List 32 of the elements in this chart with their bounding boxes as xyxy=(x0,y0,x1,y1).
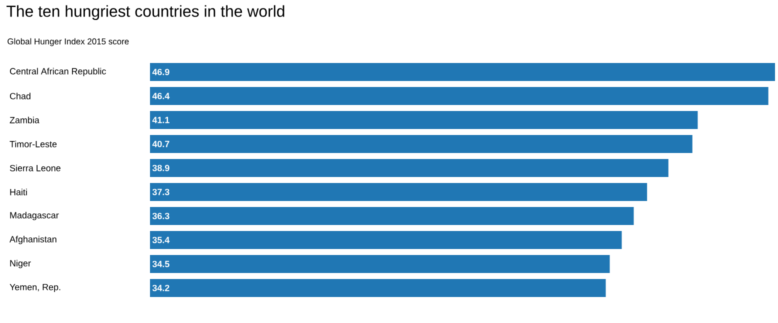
bar xyxy=(150,111,698,129)
data-label: 38.9 xyxy=(152,164,170,172)
bar xyxy=(150,87,768,105)
bar xyxy=(150,159,668,178)
y-tick-label: Central African Republic xyxy=(10,68,106,76)
y-tick-label: Niger xyxy=(10,260,31,268)
data-label: 46.9 xyxy=(152,68,170,76)
bar xyxy=(150,63,776,81)
chart-title: The ten hungriest countries in the world xyxy=(6,5,284,20)
data-label: 35.4 xyxy=(152,236,170,244)
text: Global Hunger Index 2015 score xyxy=(8,38,129,46)
bar xyxy=(150,207,634,226)
bar xyxy=(150,135,692,154)
bar xyxy=(150,279,606,298)
bar xyxy=(150,255,610,274)
data-label: 34.5 xyxy=(152,260,170,268)
data-label: 41.1 xyxy=(152,116,170,124)
y-tick-label: Zambia xyxy=(10,116,40,124)
y-tick-label: Afghanistan xyxy=(10,236,56,244)
data-label: 37.3 xyxy=(152,188,170,196)
data-label: 46.4 xyxy=(152,92,170,100)
y-tick-label: Haiti xyxy=(10,188,27,196)
data-label: 40.7 xyxy=(152,140,170,148)
y-tick-label: Yemen, Rep. xyxy=(10,284,60,292)
bar xyxy=(150,231,622,250)
y-tick-label: Sierra Leone xyxy=(10,164,60,172)
y-tick-label: Chad xyxy=(10,92,30,100)
bar xyxy=(150,183,648,202)
data-label: 34.2 xyxy=(152,284,170,292)
y-tick-label: Madagascar xyxy=(10,212,59,220)
data-label: 36.3 xyxy=(152,212,170,220)
y-tick-label: Timor-Leste xyxy=(10,140,57,148)
